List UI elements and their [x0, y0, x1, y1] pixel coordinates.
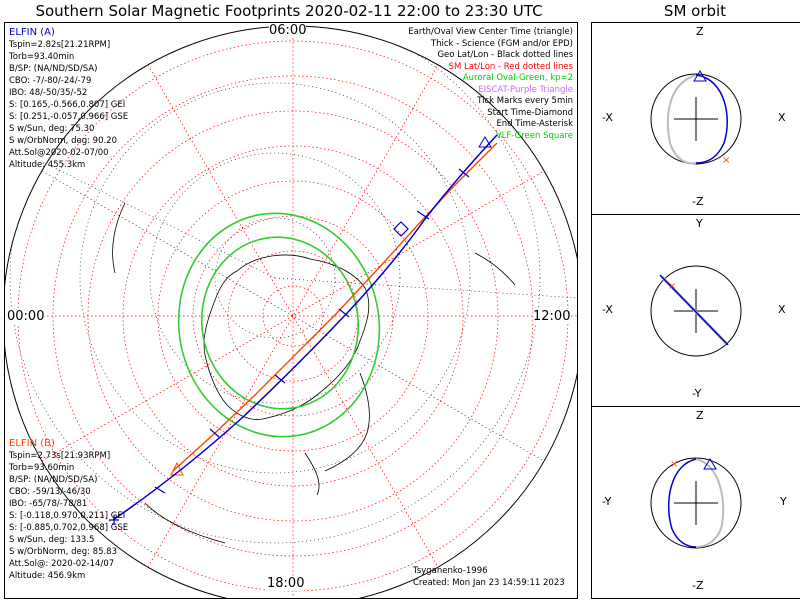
sm-orbit-title: SM orbit	[663, 2, 727, 20]
legend-item: Auroral Oval-Green, kp=2	[462, 73, 573, 83]
elfin-b-line: S w/Sun, deg: 133.5	[9, 535, 95, 545]
svg-text:×: ×	[722, 155, 730, 166]
elfin-b-triangle	[170, 461, 184, 476]
panel3-left-label: -Y	[602, 495, 612, 508]
elfin-b-line: Torb=93.60min	[9, 463, 75, 473]
time-label-bottom: 18:00	[267, 576, 305, 591]
panel2-left-label: -X	[602, 303, 613, 316]
geo-grid	[5, 26, 577, 544]
sm-panel-xy-plot: ×	[650, 265, 742, 357]
legend-item: Tick Marks every 5min	[477, 96, 573, 106]
sm-panel-xz: × Z -Z -X X	[591, 22, 800, 215]
elfin-b-name: ELFIN (B)	[9, 438, 55, 449]
svg-text:×: ×	[668, 281, 676, 292]
elfin-a-line: S: [0.165,-0.566,0.807] GEI	[9, 100, 126, 110]
auroral-ovals	[177, 212, 381, 438]
sm-panel-xz-plot: ×	[650, 70, 742, 166]
panel3-top-label: Z	[696, 409, 704, 422]
model-label: Tsyganenko-1996	[413, 566, 488, 576]
elfin-a-end-asterisk	[109, 515, 119, 525]
legend-item: SM Lat/Lon - Red dotted lines	[448, 61, 573, 72]
elfin-b-line: S: [-0.118,0.970,0.211] GEI	[9, 511, 126, 521]
elfin-a-line: Torb=93.40min	[9, 52, 75, 62]
elfin-b-line: IBO: -65/78/-78/81	[9, 499, 88, 509]
panel2-top-label: Y	[696, 217, 703, 230]
sm-panel-yz: × Z -Z -Y Y	[591, 406, 800, 599]
panel3-right-label: Y	[780, 495, 787, 508]
panel1-top-label: Z	[696, 25, 704, 38]
created-label: Created: Mon Jan 23 14:59:11 2023	[413, 578, 565, 588]
elfin-a-line: Att.Sol@2020-02-07/00	[9, 148, 109, 158]
sm-panel-xy: × Y -Y -X X	[591, 214, 800, 407]
elfin-b-info: ELFIN (B) Tspin=2.73s[21.93RPM] Torb=93.…	[9, 438, 128, 582]
legend-item: VLF-Green Square	[495, 130, 573, 141]
elfin-a-line: Altitude: 455.3km	[9, 160, 86, 170]
elfin-b-line: Altitude: 456.9km	[9, 571, 86, 581]
elfin-a-info: ELFIN (A) Tspin=2.82s[21.21RPM] Torb=93.…	[9, 27, 128, 171]
elfin-a-ticks	[154, 168, 470, 494]
panel1-bottom-label: -Z	[692, 195, 704, 208]
panel2-right-label: X	[778, 303, 786, 316]
elfin-a-line: S w/OrbNorm, deg: 90.20	[9, 136, 118, 146]
time-label-right: 12:00	[533, 309, 571, 324]
elfin-b-line: S w/OrbNorm, deg: 85.83	[9, 547, 118, 557]
elfin-b-line: CBO: -59/13/-46/30	[9, 487, 91, 497]
legend-item: Earth/Oval View Center Time (triangle)	[408, 27, 573, 37]
elfin-b-line: Tspin=2.73s[21.93RPM]	[9, 451, 111, 461]
elfin-b-line: Att.Sol@: 2020-02-14/07	[9, 559, 115, 569]
elfin-a-line: B/SP: (NA/ND/SD/SA)	[9, 64, 98, 74]
elfin-a-track	[112, 134, 498, 521]
panel3-bottom-label: -Z	[692, 579, 704, 592]
panel2-bottom-label: -Y	[692, 387, 702, 400]
elfin-a-line: CBO: -7/-80/-24/-79	[9, 76, 92, 86]
elfin-a-line: IBO: 48/-50/35/-52	[9, 88, 88, 98]
elfin-a-triangle	[478, 136, 492, 148]
time-label-left: 00:00	[7, 309, 45, 324]
svg-text:×: ×	[670, 459, 678, 470]
legend-item: End Time-Asterisk	[496, 119, 573, 129]
legend-item: EISCAT-Purple Triangle	[478, 84, 573, 95]
elfin-b-line: S: [-0.885,0.702,0.968] GSE	[9, 523, 129, 533]
footer-info: Tsyganenko-1996 Created: Mon Jan 23 14:5…	[413, 565, 565, 589]
elfin-a-start-diamond	[393, 221, 409, 237]
legend-item: Start Time-Diamond	[487, 107, 573, 118]
map-legend: Earth/Oval View Center Time (triangle) T…	[408, 27, 573, 142]
page-title: Southern Solar Magnetic Footprints 2020-…	[35, 2, 543, 20]
sm-panel-yz-plot: ×	[650, 457, 742, 549]
panel1-left-label: -X	[602, 111, 613, 124]
elfin-a-line: S: [0.251,-0.057,0.966] GSE	[9, 112, 129, 122]
time-label-top: 06:00	[269, 23, 307, 38]
elfin-b-line: B/SP: (NA/ND/SD/SA)	[9, 475, 98, 485]
elfin-a-name: ELFIN (A)	[9, 27, 55, 38]
panel1-right-label: X	[778, 111, 786, 124]
elfin-a-line: Tspin=2.82s[21.21RPM]	[9, 40, 111, 50]
footprint-map: ELFIN (A) Tspin=2.82s[21.21RPM] Torb=93.…	[4, 22, 578, 599]
legend-item: Thick - Science (FGM and/or EPD)	[430, 38, 573, 49]
elfin-a-line: S w/Sun, deg: 75.30	[9, 124, 95, 134]
legend-item: Geo Lat/Lon - Black dotted lines	[437, 50, 573, 60]
